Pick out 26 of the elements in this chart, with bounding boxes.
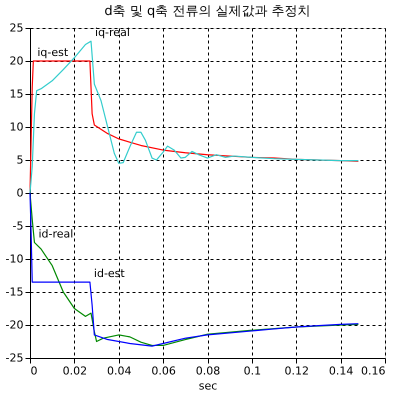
y-tick-label: -10 [6,252,24,266]
x-tick-label: 0.08 [196,364,220,378]
x-tick-label: 0.06 [151,364,176,378]
y-tick-label: -15 [6,286,24,298]
x-tick-label: 0.12 [284,364,309,378]
x-tick-label: 0.16 [361,364,386,378]
annotation: iq-real [95,26,130,40]
x-tick-label: 0 [30,364,38,378]
x-tick-label: 0.1 [244,364,262,378]
y-tick-label: -25 [6,352,24,364]
y-tick-label: 25 [10,22,24,34]
x-tick-label: 0.14 [328,364,354,378]
x-tick-label: 0.02 [62,364,88,378]
x-tick-label: 0.04 [107,364,132,378]
y-tick-label: 5 [16,154,24,166]
y-tick-label: 10 [10,120,24,134]
annotation: iq-est [37,46,69,59]
y-tick-label: 15 [10,88,24,100]
y-tick-label: -20 [6,318,24,332]
y-tick-label: 20 [10,54,24,68]
y-tick-label: 0 [16,186,24,200]
annotation: id-est [94,267,126,280]
chart-title: d축 및 q축 전류의 실제값과 추정치 [104,4,311,19]
annotation: id-real [38,228,74,240]
y-tick-label: -5 [12,220,24,232]
x-axis-title: sec [198,380,218,392]
